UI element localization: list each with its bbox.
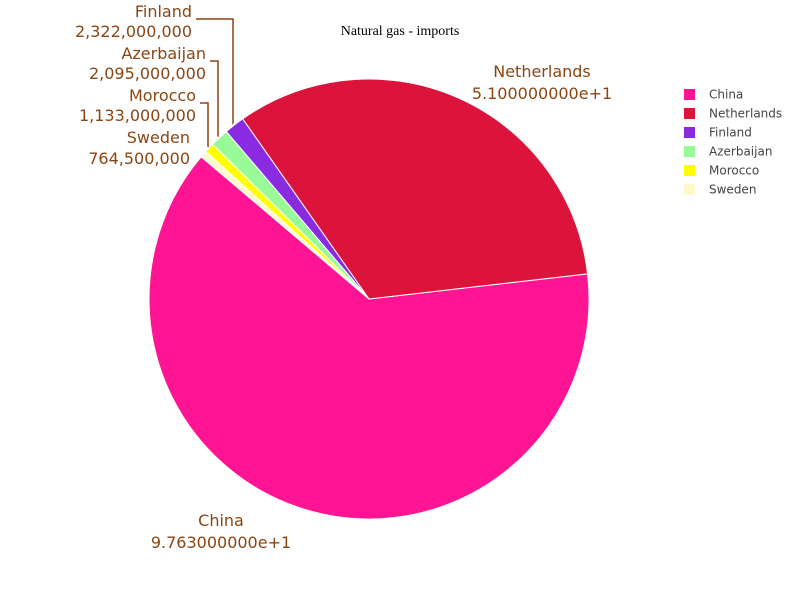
legend-swatch xyxy=(684,184,695,195)
slice-value: 764,500,000 xyxy=(88,149,190,168)
slice-label: Azerbaijan xyxy=(121,44,206,63)
legend-swatch xyxy=(684,165,695,176)
slice-label: Sweden xyxy=(127,128,190,147)
legend-label: Azerbaijan xyxy=(709,145,772,159)
legend-swatch xyxy=(684,127,695,138)
leader-line xyxy=(196,18,234,125)
legend-label: China xyxy=(709,88,743,102)
chart-title: Natural gas - imports xyxy=(341,24,460,39)
legend-swatch xyxy=(684,89,695,100)
legend-label: Netherlands xyxy=(709,107,782,121)
slice-value: 5.100000000e+1 xyxy=(472,84,612,103)
slice-value: 2,322,000,000 xyxy=(75,22,192,41)
legend-swatch xyxy=(684,108,695,119)
slice-value: 2,095,000,000 xyxy=(89,64,206,83)
slice-label: Finland xyxy=(135,2,192,21)
slice-value: 9.763000000e+1 xyxy=(151,533,291,552)
slice-label: Morocco xyxy=(129,86,196,105)
legend-swatch xyxy=(684,146,695,157)
slice-label: China xyxy=(198,511,244,530)
slice-value: 1,133,000,000 xyxy=(79,106,196,125)
leader-line xyxy=(200,102,209,148)
slice-label: Netherlands xyxy=(493,62,591,81)
leader-line xyxy=(210,60,219,138)
legend-label: Finland xyxy=(709,126,752,140)
pie-slice xyxy=(148,156,590,520)
pie-slice xyxy=(241,78,589,300)
pie-slice xyxy=(200,150,370,300)
legend-label: Morocco xyxy=(709,164,759,178)
legend-label: Sweden xyxy=(709,183,756,197)
